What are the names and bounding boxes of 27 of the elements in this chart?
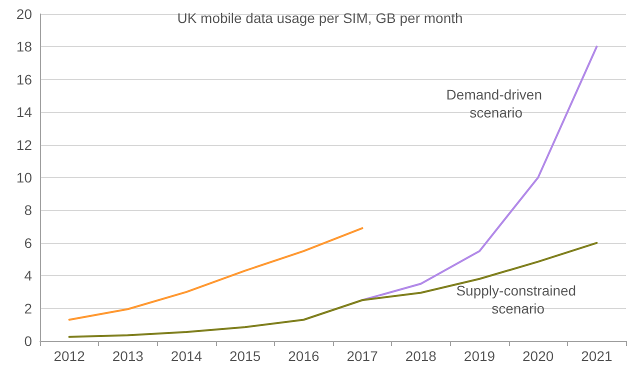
line-series <box>361 46 598 302</box>
y-tick-label: 12 <box>16 136 32 153</box>
x-tick-label: 2017 <box>346 348 378 364</box>
x-tick-label: 2021 <box>581 348 612 364</box>
chart-title: UK mobile data usage per SIM, GB per month <box>177 10 463 26</box>
x-tick-label: 2013 <box>112 348 144 364</box>
series-label: Supply-constrained scenario <box>456 282 580 317</box>
y-tick-label: 6 <box>24 234 32 251</box>
y-tick-label: 8 <box>24 202 32 218</box>
y-tick-label: 2 <box>24 300 32 316</box>
x-tick-label: 2016 <box>288 348 320 364</box>
x-tick-label: 2015 <box>230 348 261 364</box>
x-tick-label: 2018 <box>405 348 437 364</box>
x-tick-label: 2020 <box>522 348 554 364</box>
y-tick-label: 14 <box>16 104 32 120</box>
series-label: Demand-driven scenario <box>446 86 546 120</box>
x-tick-label: 2012 <box>54 348 86 364</box>
line-series <box>68 242 598 338</box>
y-tick-label: 18 <box>16 38 32 55</box>
x-tick-label: 2019 <box>464 348 496 364</box>
y-tick-label: 0 <box>24 333 32 349</box>
y-tick-label: 20 <box>16 6 32 22</box>
x-tick-label: 2014 <box>170 348 202 364</box>
line-series <box>68 227 364 321</box>
y-tick-label: 16 <box>16 71 32 88</box>
y-tick-label: 4 <box>24 268 32 284</box>
y-tick-label: 10 <box>16 170 32 186</box>
